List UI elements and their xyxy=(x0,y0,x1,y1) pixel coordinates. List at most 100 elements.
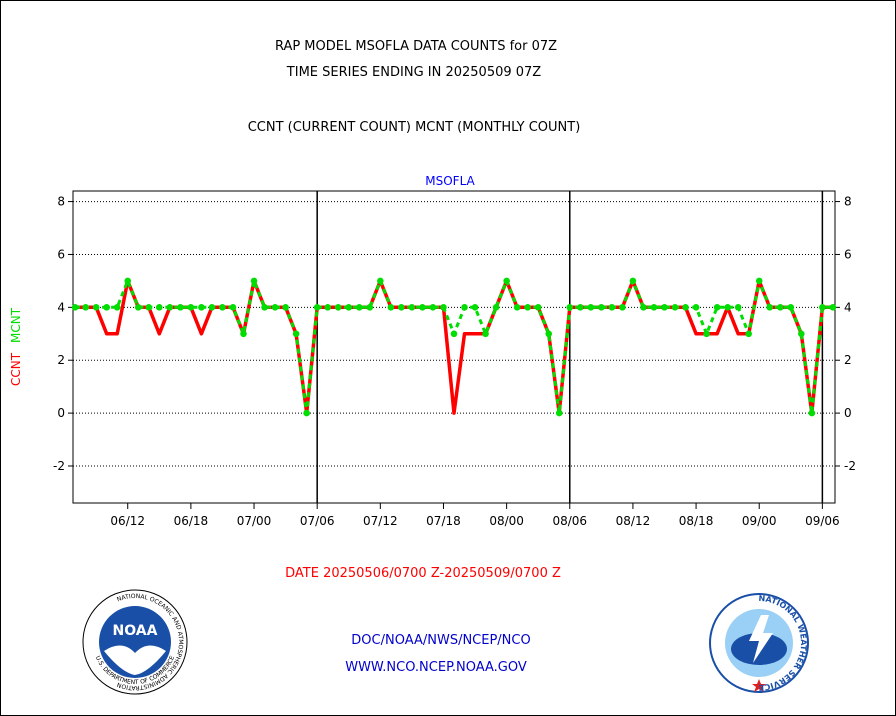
data-point-mcnt xyxy=(661,304,668,311)
chart-header-line1: RAP MODEL MSOFLA DATA COUNTS for 07Z xyxy=(274,39,558,54)
time-series-chart: MSOFLA -2 -2 0 0 2 2 4 4 6 6 8 8 06/12 06/18 07/00 07/… xyxy=(9,174,856,528)
data-point-mcnt xyxy=(387,304,395,311)
data-point-mcnt xyxy=(82,304,89,311)
y-tick-label-left: 6 xyxy=(57,247,65,261)
data-point-mcnt xyxy=(755,277,763,285)
x-tick-label: 09/00 xyxy=(742,514,777,528)
org-label: DOC/NOAA/NWS/NCEP/NCO xyxy=(351,633,531,648)
data-point-mcnt xyxy=(313,304,321,311)
series-lines xyxy=(75,279,833,415)
data-point-mcnt xyxy=(282,304,289,311)
data-point-mcnt xyxy=(113,304,121,311)
y-tick-label-right: 4 xyxy=(844,300,852,314)
x-tick-label: 07/18 xyxy=(426,514,461,528)
x-tick-label: 07/06 xyxy=(300,514,335,528)
data-point-mcnt xyxy=(534,304,542,311)
data-point-mcnt xyxy=(250,277,258,285)
chart-header-line3: CCNT (CURRENT COUNT) MCNT (MONTHLY COUNT… xyxy=(247,120,581,135)
data-point-mcnt xyxy=(292,330,300,338)
data-point-mcnt xyxy=(724,304,731,311)
data-point-mcnt xyxy=(492,304,500,311)
data-point-mcnt xyxy=(703,330,710,338)
data-point-mcnt xyxy=(219,304,226,311)
data-point-mcnt xyxy=(682,304,689,311)
date-range-label: DATE 20250506/0700 Z-20250509/0700 Z xyxy=(285,566,561,581)
data-point-mcnt xyxy=(576,304,584,311)
data-point-mcnt xyxy=(524,304,531,311)
data-point-mcnt xyxy=(650,304,658,311)
data-point-mcnt xyxy=(461,304,468,311)
series-points xyxy=(71,277,837,417)
chart-header-line2: TIME SERIES ENDING IN 20250509 07Z xyxy=(286,65,542,80)
x-tick-label: 07/00 xyxy=(237,514,272,528)
series-line-ccnt xyxy=(75,279,833,415)
x-tick-label: 06/12 xyxy=(110,514,145,528)
y-tick-label-left: 0 xyxy=(57,406,65,420)
data-point-mcnt xyxy=(92,304,100,311)
x-tick-label: 08/06 xyxy=(552,514,587,528)
x-tick-label: 09/06 xyxy=(805,514,840,528)
ylabel-mcnt: MCNT xyxy=(9,307,23,343)
data-point-mcnt xyxy=(334,304,342,311)
plot-area-frame xyxy=(72,190,836,504)
data-point-mcnt xyxy=(692,304,700,311)
data-point-mcnt xyxy=(671,304,679,311)
data-point-mcnt xyxy=(829,304,837,311)
data-point-mcnt xyxy=(145,304,153,311)
data-point-mcnt xyxy=(429,304,437,311)
data-point-mcnt xyxy=(608,304,616,311)
noaa-logo-wordmark: NOAA xyxy=(113,623,158,639)
data-point-mcnt xyxy=(377,277,384,285)
data-point-mcnt xyxy=(482,330,489,338)
data-point-mcnt xyxy=(408,304,416,311)
data-point-mcnt xyxy=(766,304,774,311)
y-tick-label-left: 2 xyxy=(57,353,65,367)
data-point-mcnt xyxy=(440,304,447,311)
x-tick-label: 08/12 xyxy=(616,514,651,528)
data-point-mcnt xyxy=(513,304,521,311)
data-point-mcnt xyxy=(398,304,405,311)
x-tick-label: 07/12 xyxy=(363,514,398,528)
ylabel-ccnt: CCNT xyxy=(9,352,23,386)
y-axis: -2 -2 0 0 2 2 4 4 6 6 8 8 xyxy=(53,195,856,473)
website-link[interactable]: WWW.NCO.NCEP.NOAA.GOV xyxy=(345,660,527,675)
data-point-mcnt xyxy=(734,304,742,311)
data-point-mcnt xyxy=(324,304,332,311)
data-point-mcnt xyxy=(503,277,510,285)
y-tick-label-right: -2 xyxy=(844,459,856,473)
data-point-mcnt xyxy=(776,304,784,311)
data-point-mcnt xyxy=(808,409,816,417)
data-point-mcnt xyxy=(566,304,574,311)
data-point-mcnt xyxy=(177,304,184,311)
noaa-logo: NOAA NATIONAL OCEANIC AND ATMOSPHERIC AD… xyxy=(82,589,188,695)
data-point-mcnt xyxy=(713,304,721,311)
y-tick-label-left: -2 xyxy=(53,459,65,473)
data-point-mcnt xyxy=(798,330,805,338)
data-point-mcnt xyxy=(156,304,163,311)
y-tick-label-right: 2 xyxy=(844,353,852,367)
data-point-mcnt xyxy=(545,330,553,338)
data-point-mcnt xyxy=(419,304,426,311)
data-point-mcnt xyxy=(198,304,205,311)
data-point-mcnt xyxy=(619,304,626,311)
x-tick-label: 08/00 xyxy=(489,514,524,528)
data-point-mcnt xyxy=(134,304,142,311)
plot-title: MSOFLA xyxy=(425,174,475,188)
x-tick-label: 08/18 xyxy=(679,514,714,528)
data-point-mcnt xyxy=(366,304,374,311)
data-point-mcnt xyxy=(103,304,110,311)
data-point-mcnt xyxy=(587,304,595,311)
day-boundaries xyxy=(316,191,824,503)
data-point-mcnt xyxy=(71,304,79,311)
data-point-mcnt xyxy=(629,277,637,285)
data-point-mcnt xyxy=(471,304,479,311)
data-point-mcnt xyxy=(450,330,458,338)
data-point-mcnt xyxy=(208,304,216,311)
x-axis: 06/12 06/18 07/00 07/06 07/12 07/18 08/00 08/06… xyxy=(110,503,840,528)
y-tick-label-right: 8 xyxy=(844,195,852,209)
y-tick-label-left: 8 xyxy=(57,195,65,209)
data-point-mcnt xyxy=(187,304,195,311)
data-point-mcnt xyxy=(745,330,752,338)
data-point-mcnt xyxy=(598,304,605,311)
